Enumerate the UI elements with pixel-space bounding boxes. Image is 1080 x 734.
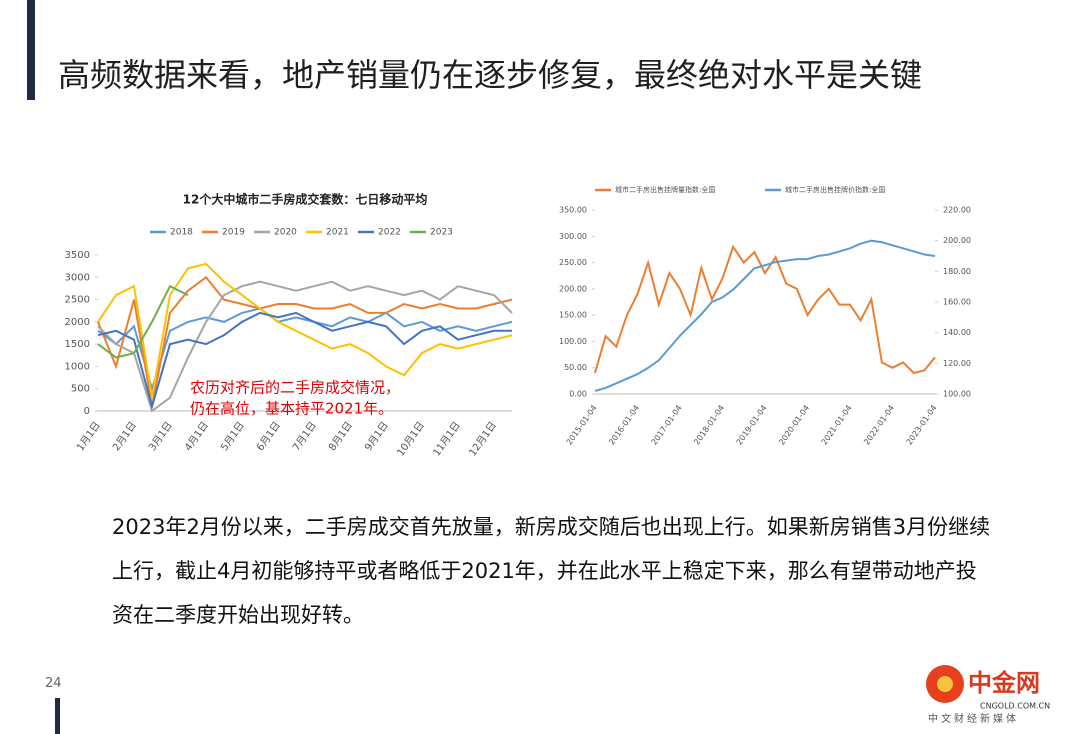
legend-label: 2018 — [170, 228, 193, 238]
accent-bar — [27, 0, 35, 100]
x-tick-label: 2023-01-04 — [905, 403, 939, 446]
x-tick-label: 12月1日 — [467, 420, 499, 459]
logo-icon — [937, 676, 953, 692]
logo-slogan: 中文财经新媒体 — [928, 712, 1019, 725]
legend-label: 2022 — [378, 228, 401, 238]
y2-tick-label: 160.00 — [943, 298, 971, 307]
y-tick-label: 3500 — [65, 250, 90, 261]
x-tick-label: 2016-01-04 — [607, 403, 641, 446]
series-line — [97, 307, 513, 393]
x-tick-label: 11月1日 — [431, 420, 463, 459]
series-line — [97, 284, 189, 359]
x-tick-label: 2018-01-04 — [692, 403, 726, 446]
chart-title: 12个大中城市二手房成交套数：七日移动平均 — [183, 192, 428, 207]
x-tick-label: 2022-01-04 — [862, 403, 896, 446]
body-text: 2023年2月份以来，二手房成交首先放量，新房成交随后也出现上行。如果新房销售3… — [112, 515, 991, 627]
logo: 中金网 CNGOLD.COM.CN 中文财经新媒体 — [926, 665, 1050, 725]
x-tick-label: 1月1日 — [74, 420, 103, 454]
legend-label: 2023 — [430, 228, 453, 238]
y-tick-label: 3000 — [65, 272, 90, 283]
y2-tick-label: 200.00 — [943, 236, 971, 245]
x-tick-label: 9月1日 — [362, 420, 391, 454]
series-line — [97, 262, 513, 398]
y2-tick-label: 120.00 — [943, 359, 971, 368]
x-tick-label: 4月1日 — [182, 420, 211, 454]
legend-label: 2019 — [222, 228, 245, 238]
series-line — [594, 244, 936, 375]
x-tick-label: 2017-01-04 — [650, 403, 684, 446]
y2-tick-label: 180.00 — [943, 267, 971, 276]
y-tick-label: 250.00 — [559, 258, 587, 267]
y-tick-label: 1500 — [65, 339, 90, 350]
y-tick-label: 500 — [71, 384, 90, 395]
y-tick-label: 1000 — [65, 361, 90, 372]
annotation: 仍在高位，基本持平2021年。 — [190, 400, 393, 418]
x-tick-label: 2019-01-04 — [735, 403, 769, 446]
x-tick-label: 5月1日 — [218, 420, 247, 454]
y-tick-label: 0.00 — [569, 390, 587, 399]
y-tick-label: 0 — [84, 406, 90, 417]
legend-label: 2021 — [326, 228, 349, 238]
logo-name: 中金网 — [968, 669, 1040, 697]
accent-bar — [55, 698, 60, 734]
x-tick-label: 6月1日 — [254, 420, 283, 454]
x-tick-label: 10月1日 — [395, 420, 427, 459]
x-tick-label: 7月1日 — [290, 420, 319, 454]
charts: 12个大中城市二手房成交套数：七日移动平均 0 500 1000 1500 2000 250… — [65, 185, 971, 459]
series-line — [594, 239, 936, 392]
logo-url: CNGOLD.COM.CN — [980, 702, 1050, 711]
y2-tick-label: 220.00 — [943, 206, 971, 215]
page-number: 24 — [45, 676, 62, 691]
y-tick-label: 2500 — [65, 295, 90, 306]
x-tick-label: 2015-01-04 — [565, 403, 599, 446]
y-tick-label: 350.00 — [559, 206, 587, 215]
y2-tick-label: 140.00 — [943, 328, 971, 337]
x-tick-label: 2月1日 — [110, 420, 139, 454]
series-line — [97, 275, 513, 407]
x-tick-label: 8月1日 — [326, 420, 355, 454]
series-line — [97, 311, 512, 411]
y-tick-label: 300.00 — [559, 232, 587, 241]
legend-label: 2020 — [274, 228, 297, 238]
series-line — [97, 280, 513, 413]
y-tick-label: 2000 — [65, 317, 90, 328]
y-tick-label: 150.00 — [559, 311, 587, 320]
legend-label: 城市二手房出售挂牌量指数:全国 — [615, 185, 715, 194]
y2-tick-label: 100.00 — [943, 390, 971, 399]
x-tick-label: 3月1日 — [146, 420, 175, 454]
annotation: 农历对齐后的二手房成交情况， — [190, 379, 400, 397]
y-tick-label: 200.00 — [559, 284, 587, 293]
legend-label: 城市二手房出售挂牌价指数:全国 — [785, 185, 885, 194]
x-tick-label: 2020-01-04 — [777, 403, 811, 446]
y-tick-label: 100.00 — [559, 337, 587, 346]
slide-title: 高频数据来看，地产销量仍在逐步修复，最终绝对水平是关键 — [58, 56, 923, 94]
y-tick-label: 50.00 — [564, 363, 587, 372]
x-tick-label: 2021-01-04 — [820, 403, 854, 446]
